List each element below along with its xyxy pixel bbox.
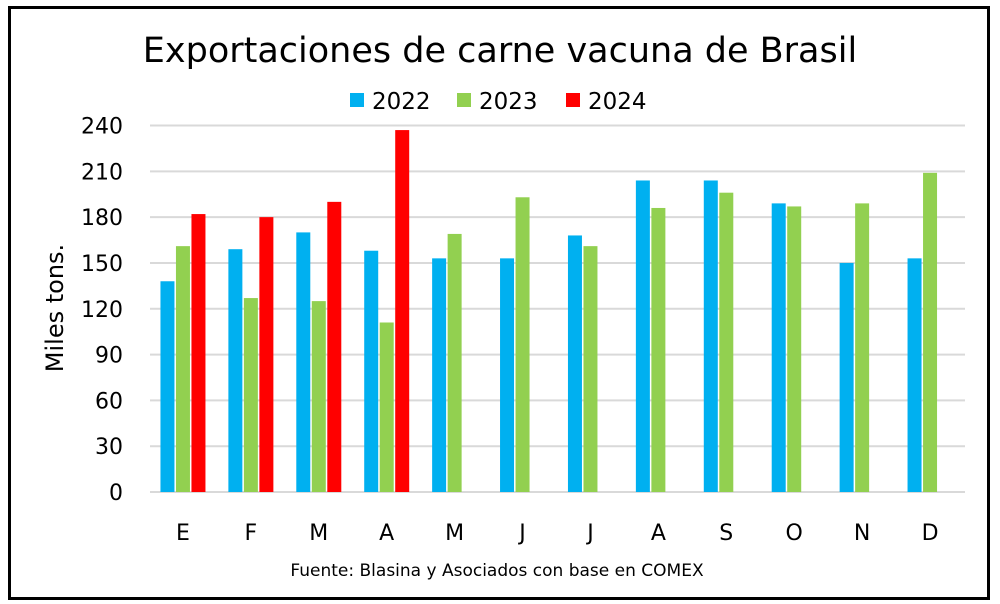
bar-2023-S [719, 192, 734, 493]
legend-label-2023: 2023 [479, 89, 538, 115]
bar-2023-J [515, 197, 530, 492]
y-tick-label: 60 [95, 389, 123, 414]
legend-swatch-2024 [566, 93, 580, 107]
bar-2023-F [243, 298, 258, 492]
bar-2022-J [567, 235, 582, 492]
bar-2023-M [447, 233, 462, 492]
legend-swatch-2022 [350, 93, 364, 107]
bar-2022-M [296, 232, 311, 493]
x-tick-label: M [309, 521, 328, 546]
bar-2022-M [432, 258, 447, 492]
bar-2024-F [259, 217, 274, 492]
x-tick-label: D [922, 521, 939, 546]
bar-2022-J [500, 258, 515, 492]
bar-2022-F [228, 249, 243, 492]
y-tick-label: 180 [81, 206, 123, 231]
bar-2024-M [327, 201, 342, 492]
bar-2022-A [635, 180, 650, 492]
x-tick-label: F [245, 521, 258, 546]
x-tick-label: O [786, 521, 803, 546]
bar-2024-E [191, 214, 206, 492]
y-tick-label: 120 [81, 298, 123, 323]
gridlines [150, 124, 965, 493]
x-tick-label: J [585, 521, 594, 546]
legend-label-2022: 2022 [372, 89, 431, 115]
bar-2022-E [160, 281, 175, 492]
bar-2023-J [583, 246, 598, 492]
bars [160, 130, 938, 493]
x-tick-label: J [517, 521, 526, 546]
bar-2023-O [787, 206, 802, 492]
chart-frame [8, 6, 990, 600]
y-tick-label: 210 [81, 160, 123, 185]
bar-2023-N [855, 203, 870, 492]
legend-label-2024: 2024 [588, 89, 647, 115]
y-tick-label: 30 [95, 435, 123, 460]
legend-swatch-2023 [457, 93, 471, 107]
bar-2022-N [839, 262, 854, 492]
x-tick-label: E [176, 521, 190, 546]
bar-2022-D [907, 258, 922, 492]
source-note: Fuente: Blasina y Asociados con base en … [290, 561, 704, 581]
y-tick-label: 150 [81, 252, 123, 277]
y-tick-label: 240 [81, 115, 123, 140]
bar-2023-A [651, 207, 666, 492]
bar-2022-O [771, 203, 786, 492]
x-tick-label: A [651, 521, 666, 546]
y-tick-label: 0 [109, 481, 123, 506]
bar-2022-A [364, 250, 379, 492]
bar-2024-A [395, 130, 410, 493]
x-tick-label: S [719, 521, 733, 546]
bar-2023-M [311, 301, 326, 492]
x-tick-label: M [445, 521, 464, 546]
bar-2023-D [923, 172, 938, 492]
x-tick-label: N [854, 521, 870, 546]
y-axis-label: Miles tons. [41, 244, 69, 372]
legend: 2022 2023 2024 [350, 89, 647, 115]
bar-2023-A [379, 322, 394, 492]
y-tick-label: 90 [95, 344, 123, 369]
x-tick-label: A [379, 521, 394, 546]
chart-title: Exportaciones de carne vacuna de Brasil [143, 31, 857, 71]
y-tick-labels: 0 30 60 90 120 150 180 210 240 [81, 115, 123, 507]
bar-2023-E [175, 246, 190, 492]
bar-2022-S [703, 180, 718, 492]
